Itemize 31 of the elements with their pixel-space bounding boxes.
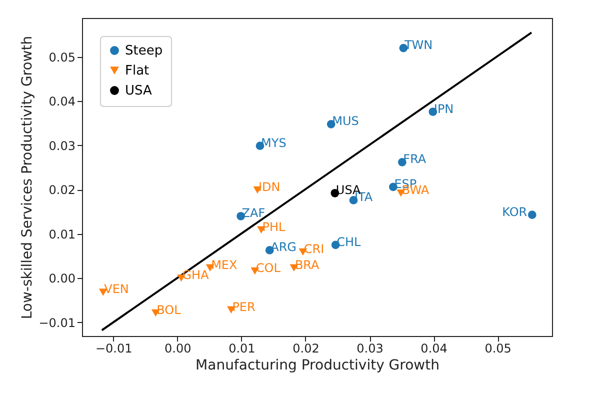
x-tick-label: 0.04 xyxy=(420,342,448,356)
y-tick-label: 0.02 xyxy=(48,183,76,198)
y-tick-label: 0.04 xyxy=(48,94,76,109)
annotation: BOL xyxy=(156,303,182,317)
y-tick-label: −0.01 xyxy=(38,316,76,330)
annotation: MEX xyxy=(211,258,238,272)
x-tick-label: 0.05 xyxy=(484,342,512,356)
annotation: PHL xyxy=(262,220,286,234)
x-tick-label: 0.00 xyxy=(164,342,192,356)
point xyxy=(528,210,536,219)
y-tick-label: 0.03 xyxy=(48,138,76,153)
y-tick-label: 0.00 xyxy=(48,272,76,286)
x-tick-label: 0.02 xyxy=(292,342,320,356)
legend-label: Flat xyxy=(125,64,150,78)
legend-label: Steep xyxy=(125,44,163,58)
y-axis-title: Low-skilled Services Productivity Growth xyxy=(20,36,36,320)
x-tick-label: −0.01 xyxy=(95,342,132,356)
x-tick-label: 0.01 xyxy=(228,342,256,356)
y-tick-label: 0.05 xyxy=(48,50,76,64)
x-tick-label: 0.03 xyxy=(356,342,384,356)
annotation: COL xyxy=(256,260,281,275)
annotation: KOR xyxy=(502,204,528,219)
annotation: BRA xyxy=(294,258,320,272)
annotation: VEN xyxy=(104,282,129,296)
annotation: MUS xyxy=(332,114,359,128)
legend-label: USA xyxy=(125,84,152,98)
x-axis-title: Manufacturing Productivity Growth xyxy=(196,358,440,374)
annotation: PER xyxy=(232,300,256,314)
annotation: TWN xyxy=(403,38,433,52)
y-tick-label: 0.01 xyxy=(48,227,76,242)
annotation: IDN xyxy=(258,180,280,194)
